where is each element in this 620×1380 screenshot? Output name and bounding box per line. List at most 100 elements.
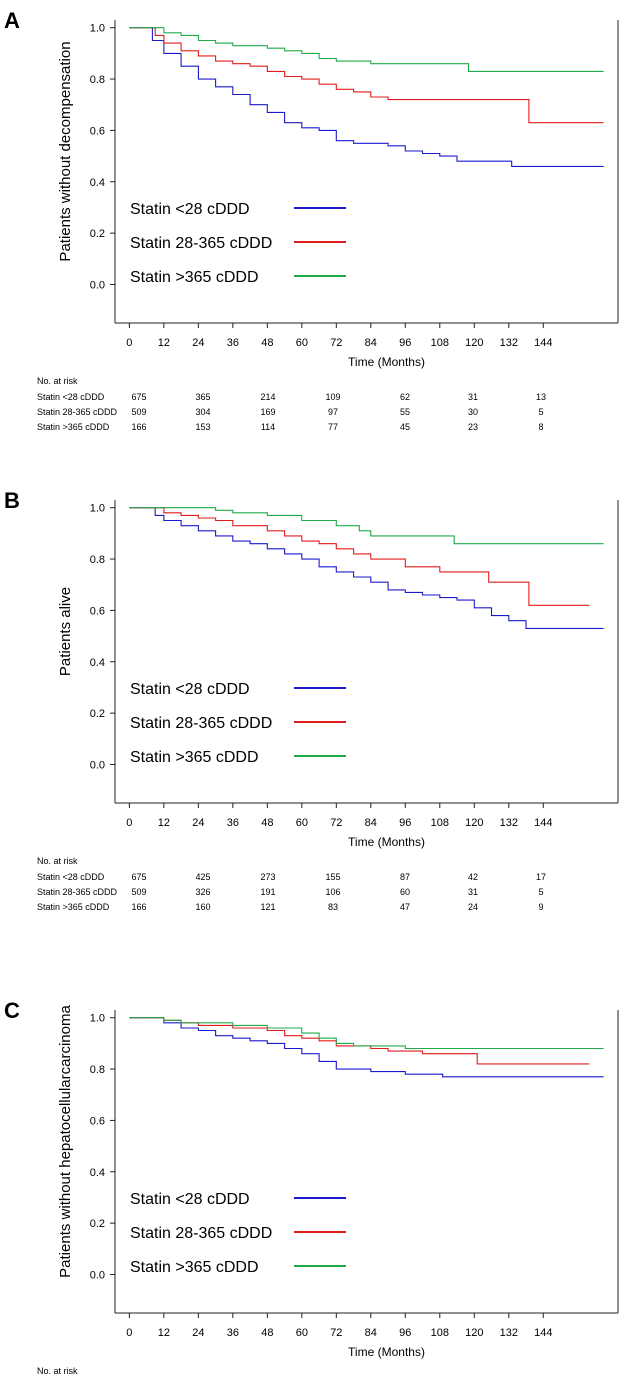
risk-cell: 155 xyxy=(325,872,340,882)
risk-cell: 106 xyxy=(325,887,340,897)
risk-cell: 87 xyxy=(400,872,410,882)
risk-row-label: Statin 28-365 cDDD xyxy=(37,887,118,897)
y-tick-label: 0.6 xyxy=(90,1115,105,1127)
y-axis-label: Patients without hepatocellularcarcinoma xyxy=(57,1005,74,1278)
panel-c: C 1.0 0.8 0.6 0.4 0.2 0.0 0 12 24 36 48 60 72 84 96 108 1… xyxy=(4,998,619,1376)
risk-cell: 509 xyxy=(131,407,146,417)
risk-cell: 30 xyxy=(468,407,478,417)
risk-cell: 153 xyxy=(195,422,210,432)
legend-label: Statin <28 cDDD xyxy=(130,201,250,218)
x-tick-label: 96 xyxy=(399,817,411,829)
y-tick-label: 1.0 xyxy=(90,23,105,35)
series-line-1 xyxy=(129,507,590,606)
x-tick-label: 60 xyxy=(296,1327,308,1339)
risk-cell: 365 xyxy=(195,392,210,402)
y-tick-label: 0.6 xyxy=(90,605,105,617)
panel-letter: B xyxy=(4,488,20,513)
risk-cell: 23 xyxy=(468,422,478,432)
y-tick-label: 0.8 xyxy=(90,1064,105,1076)
y-tick-label: 0.4 xyxy=(90,657,105,669)
x-tick-label: 120 xyxy=(465,817,483,829)
x-tick-label: 72 xyxy=(330,1327,342,1339)
risk-cell: 31 xyxy=(468,887,478,897)
x-tick-label: 84 xyxy=(365,1327,377,1339)
y-tick-label: 1.0 xyxy=(90,1013,105,1025)
x-tick-label: 12 xyxy=(158,337,170,349)
x-tick-label: 72 xyxy=(330,337,342,349)
legend-label: Statin 28-365 cDDD xyxy=(130,235,272,252)
x-axis-label: Time (Months) xyxy=(348,1345,425,1359)
risk-cell: 675 xyxy=(131,872,146,882)
y-tick-label: 0.6 xyxy=(90,125,105,137)
x-tick-label: 48 xyxy=(261,337,273,349)
legend-label: Statin 28-365 cDDD xyxy=(130,1225,272,1242)
series-line-1 xyxy=(129,27,604,124)
y-tick-label: 0.4 xyxy=(90,177,105,189)
risk-table-title: No. at risk xyxy=(37,376,78,386)
x-tick-label: 24 xyxy=(192,817,204,829)
x-tick-label: 132 xyxy=(500,817,518,829)
y-tick-label: 0.8 xyxy=(90,74,105,86)
legend-label: Statin >365 cDDD xyxy=(130,269,259,286)
x-tick-label: 144 xyxy=(534,1327,552,1339)
x-tick-label: 96 xyxy=(399,1327,411,1339)
y-tick-label: 1.0 xyxy=(90,503,105,515)
panel-letter: A xyxy=(4,8,20,33)
risk-table-title: No. at risk xyxy=(37,856,78,866)
y-tick-label: 0.4 xyxy=(90,1167,105,1179)
series-line-0 xyxy=(129,507,604,629)
x-tick-label: 36 xyxy=(227,817,239,829)
x-tick-label: 132 xyxy=(500,337,518,349)
x-tick-label: 144 xyxy=(534,337,552,349)
risk-cell: 191 xyxy=(260,887,275,897)
risk-cell: 83 xyxy=(328,902,338,912)
x-tick-label: 12 xyxy=(158,817,170,829)
risk-row-label: Statin <28 cDDD xyxy=(37,872,105,882)
risk-cell: 42 xyxy=(468,872,478,882)
risk-table-title: No. at risk xyxy=(37,1366,78,1376)
risk-cell: 45 xyxy=(400,422,410,432)
risk-row-label: Statin 28-365 cDDD xyxy=(37,407,118,417)
x-tick-label: 0 xyxy=(126,1327,132,1339)
y-axis-label: Patients without decompensation xyxy=(57,41,74,261)
risk-cell: 273 xyxy=(260,872,275,882)
x-axis-label: Time (Months) xyxy=(348,355,425,369)
y-axis-label: Patients alive xyxy=(57,587,74,676)
x-tick-label: 84 xyxy=(365,817,377,829)
x-tick-label: 36 xyxy=(227,1327,239,1339)
x-tick-label: 48 xyxy=(261,817,273,829)
x-tick-label: 132 xyxy=(500,1327,518,1339)
panel-a: A 1.0 0.8 0.6 0.4 0.2 0.0 0 12 24 36 48 60 72 84 96 108 1… xyxy=(4,8,619,432)
risk-cell: 31 xyxy=(468,392,478,402)
risk-cell: 97 xyxy=(328,407,338,417)
x-tick-label: 108 xyxy=(431,1327,449,1339)
risk-cell: 5 xyxy=(538,407,543,417)
risk-row-label: Statin <28 cDDD xyxy=(37,392,105,402)
y-tick-label: 0.2 xyxy=(90,228,105,240)
x-tick-label: 24 xyxy=(192,337,204,349)
legend-label: Statin <28 cDDD xyxy=(130,1191,250,1208)
series-line-2 xyxy=(129,27,604,72)
series-line-2 xyxy=(129,1017,604,1050)
legend-label: Statin 28-365 cDDD xyxy=(130,715,272,732)
risk-cell: 55 xyxy=(400,407,410,417)
x-tick-label: 36 xyxy=(227,337,239,349)
series-line-1 xyxy=(129,1017,590,1065)
risk-cell: 425 xyxy=(195,872,210,882)
risk-cell: 169 xyxy=(260,407,275,417)
risk-cell: 326 xyxy=(195,887,210,897)
x-axis-label: Time (Months) xyxy=(348,835,425,849)
legend-label: Statin <28 cDDD xyxy=(130,681,250,698)
y-tick-label: 0.0 xyxy=(90,1269,105,1281)
y-tick-label: 0.2 xyxy=(90,708,105,720)
risk-cell: 304 xyxy=(195,407,210,417)
risk-cell: 109 xyxy=(325,392,340,402)
y-tick-label: 0.8 xyxy=(90,554,105,566)
risk-cell: 121 xyxy=(260,902,275,912)
x-tick-label: 48 xyxy=(261,1327,273,1339)
x-tick-label: 120 xyxy=(465,337,483,349)
legend-label: Statin >365 cDDD xyxy=(130,1259,259,1276)
risk-cell: 166 xyxy=(131,422,146,432)
x-tick-label: 12 xyxy=(158,1327,170,1339)
